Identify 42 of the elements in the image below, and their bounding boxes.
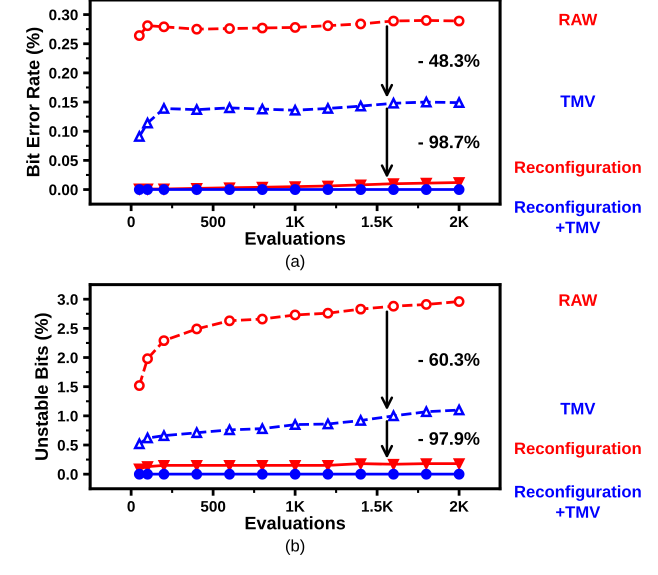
- y-axis-title: Bit Error Rate (%): [26, 28, 44, 176]
- x-tick-label: 1K: [286, 216, 305, 227]
- x-tick-label: 1.5K: [362, 501, 394, 512]
- x-tick-label: 2K: [450, 216, 469, 227]
- x-tick-label: 0: [127, 500, 135, 512]
- y-tick-label: 0.15: [49, 96, 78, 108]
- annotation: - 98.7%: [418, 136, 480, 148]
- annotation: - 60.3%: [418, 353, 480, 366]
- y-tick-label: 0.10: [49, 126, 78, 137]
- text: TMV: [560, 95, 596, 107]
- x-tick-label: 500: [200, 216, 226, 228]
- x-tick-label: 0: [127, 216, 135, 228]
- text: (a): [286, 254, 304, 270]
- y-tick-label: 1.5: [58, 382, 78, 392]
- text: RAW: [560, 294, 598, 306]
- text: Reconfiguration: [515, 442, 641, 458]
- y-tick-label: 2.0: [58, 352, 78, 364]
- text: Reconfiguration: [515, 160, 641, 176]
- y-tick-label: 2.5: [58, 323, 78, 334]
- text: Reconfiguration +TMV: [515, 200, 641, 234]
- text: TMV: [560, 402, 596, 414]
- x-tick-label: 1.5K: [362, 216, 394, 228]
- y-tick-label: 0.30: [49, 9, 78, 20]
- y-tick-label: 1.0: [58, 410, 78, 422]
- x-tick-label: 2K: [450, 500, 469, 512]
- y-axis-title: Unstable Bits (%): [34, 313, 52, 460]
- y-tick-label: 0.00: [49, 184, 78, 196]
- x-tick-label: 500: [200, 500, 226, 512]
- y-tick-label: 0.5: [58, 440, 78, 451]
- annotation: - 97.9%: [418, 432, 480, 445]
- x-axis-title: Evaluations: [246, 516, 346, 530]
- y-tick-label: 0.20: [49, 68, 78, 79]
- y-tick-label: 0.05: [49, 155, 78, 166]
- text: (b): [286, 539, 304, 555]
- x-tick-label: 1K: [286, 501, 305, 512]
- y-tick-label: 3.0: [57, 294, 78, 305]
- text: RAW: [560, 14, 598, 26]
- text: Reconfiguration +TMV: [515, 485, 641, 518]
- y-tick-label: 0.0: [58, 469, 78, 480]
- annotation: - 48.3%: [418, 54, 480, 67]
- y-tick-label: 0.25: [49, 38, 78, 50]
- x-axis-title: Evaluations: [246, 232, 346, 245]
